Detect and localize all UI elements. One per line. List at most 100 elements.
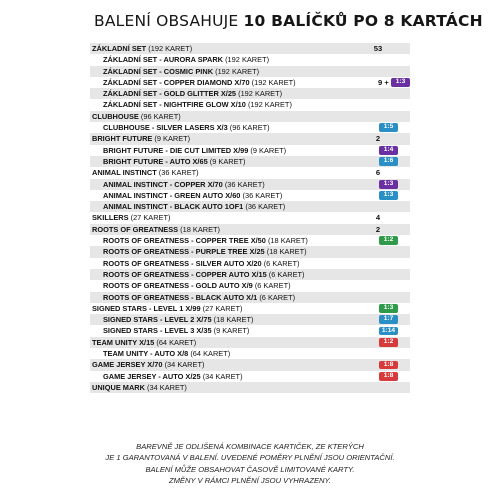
table-row: ROOTS OF GREATNESS (18 KARET) 2 [90, 223, 410, 236]
row-label: TEAM UNITY - AUTO X/8 (64 KARET) [103, 348, 230, 359]
row-label: ZÁKLADNÍ SET - AURORA SPARK (192 KARET) [103, 54, 269, 65]
row-label: SKILLERS (27 KARET) [92, 212, 170, 223]
table-row: ANIMAL INSTINCT - GREEN AUTO X/60 (36 KA… [90, 190, 410, 201]
table-row: CLUBHOUSE (96 KARET) [90, 110, 410, 123]
row-name: ROOTS OF GREATNESS - COPPER TREE X/50 [103, 236, 266, 246]
table-row: GAME JERSEY - AUTO X/25 (34 KARET) 1:8 [90, 371, 410, 382]
row-quantity: 6 [375, 168, 381, 178]
row-name: ZÁKLADNÍ SET - COPPER DIAMOND X/70 [103, 77, 250, 87]
row-count: (96 KARET) [229, 123, 270, 133]
ratio-badge: 1:3 [379, 191, 398, 200]
table-row: BRIGHT FUTURE - DIE CUT LIMITED X/99 (9 … [90, 145, 410, 156]
row-count: (27 KARET) [202, 303, 243, 313]
row-count: (6 KARET) [268, 269, 305, 279]
row-name: ROOTS OF GREATNESS - COPPER AUTO X/15 [103, 269, 267, 279]
row-label: ROOTS OF GREATNESS - COPPER AUTO X/15 (6… [103, 269, 305, 280]
row-count: (192 KARET) [238, 89, 283, 99]
row-label: UNIQUE MARK (34 KARET) [92, 382, 187, 393]
table-row: SIGNED STARS - LEVEL 2 X/75 (18 KARET) 1:… [90, 314, 410, 326]
row-label: BRIGHT FUTURE - AUTO X/65 (9 KARET) [103, 156, 246, 167]
row-count: (64 KARET) [190, 349, 231, 359]
row-quantity: 4 [375, 213, 381, 223]
row-name: CLUBHOUSE - SILVER LASERS X/3 [103, 123, 228, 133]
row-label: ROOTS OF GREATNESS - GOLD AUTO X/9 (6 KA… [103, 280, 291, 291]
row-label: ROOTS OF GREATNESS - PURPLE TREE X/25 (1… [103, 246, 307, 257]
ratio-badge: 1:8 [379, 360, 398, 370]
row-label: ZÁKLADNÍ SET - GOLD GLITTER X/25 (192 KA… [103, 88, 282, 99]
row-name: ROOTS OF GREATNESS - GOLD AUTO X/9 [103, 281, 253, 291]
row-label: CLUBHOUSE (96 KARET) [92, 111, 181, 122]
ratio-badge: 1:5 [379, 123, 398, 133]
row-name: TEAM UNITY - AUTO X/8 [103, 349, 189, 359]
row-name: ANIMAL INSTINCT - BLACK AUTO 1OF1 [103, 202, 244, 212]
row-name: GAME JERSEY X/70 [92, 360, 163, 370]
ratio-badge: 1:4 [379, 145, 398, 155]
row-label: SIGNED STARS - LEVEL 2 X/75 (18 KARET) [103, 314, 253, 325]
row-count: (18 KARET) [213, 315, 254, 325]
row-name: ROOTS OF GREATNESS - SILVER AUTO X/20 [103, 258, 262, 268]
table-row: CLUBHOUSE - SILVER LASERS X/3 (96 KARET)… [90, 122, 410, 133]
footer-line: JE 1 GARANTOVANÁ V BALENÍ. UVEDENÉ POMĚR… [105, 453, 395, 463]
ratio-badge: 1:2 [379, 338, 398, 347]
row-label: ANIMAL INSTINCT (36 KARET) [92, 167, 199, 178]
table-row: SIGNED STARS - LEVEL 3 X/35 (9 KARET) 1:1… [90, 325, 410, 336]
row-label: ZÁKLADNÍ SET - COSMIC PINK (192 KARET) [103, 66, 259, 77]
row-label: ANIMAL INSTINCT - BLACK AUTO 1OF1 (36 KA… [103, 201, 285, 212]
row-count: (34 KARET) [202, 371, 243, 381]
table-row: ANIMAL INSTINCT - COPPER X/70 (36 KARET)… [90, 178, 410, 190]
row-label: ROOTS OF GREATNESS (18 KARET) [92, 224, 220, 235]
row-extra-quantity: 9 + [378, 77, 389, 87]
row-label: ZÁKLADNÍ SET - NIGHTFIRE GLOW X/10 (192 … [103, 99, 292, 110]
row-name: ZÁKLADNÍ SET - COSMIC PINK [103, 66, 214, 76]
row-label: ROOTS OF GREATNESS - SILVER AUTO X/20 (6… [103, 258, 299, 269]
row-label: ANIMAL INSTINCT - GREEN AUTO X/60 (36 KA… [103, 190, 282, 201]
row-count: (192 KARET) [251, 77, 296, 87]
table-row: BRIGHT FUTURE - AUTO X/65 (9 KARET) 1:6 [90, 155, 410, 168]
row-label: ROOTS OF GREATNESS - BLACK AUTO X/1 (6 K… [103, 292, 295, 303]
table-row: ZÁKLADNÍ SET - NIGHTFIRE GLOW X/10 (192 … [90, 99, 410, 110]
row-count: (9 KARET) [250, 145, 287, 155]
checklist-table: ZÁKLADNÍ SET (192 KARET) 53 ZÁKLADNÍ SET -… [90, 43, 410, 394]
row-count: (192 KARET) [247, 100, 292, 110]
row-name: TEAM UNITY X/15 [92, 337, 155, 347]
table-row: TEAM UNITY - AUTO X/8 (64 KARET) [90, 348, 410, 359]
table-row: ZÁKLADNÍ SET (192 KARET) 53 [90, 43, 410, 55]
row-label: SIGNED STARS - LEVEL 1 X/99 (27 KARET) [92, 303, 242, 314]
row-label: ANIMAL INSTINCT - COPPER X/70 (36 KARET) [103, 179, 265, 190]
row-name: ZÁKLADNÍ SET - AURORA SPARK [103, 55, 224, 65]
row-label: BRIGHT FUTURE (9 KARET) [92, 133, 190, 144]
row-name: ZÁKLADNÍ SET - GOLD GLITTER X/25 [103, 89, 237, 99]
row-name: SIGNED STARS - LEVEL 3 X/35 [103, 326, 212, 336]
title-bold: 10 BALÍČKŮ PO 8 KARTÁCH [243, 12, 483, 30]
row-name: SIGNED STARS - LEVEL 2 X/75 [103, 315, 212, 325]
row-count: (18 KARET) [267, 236, 308, 246]
row-name: BRIGHT FUTURE - AUTO X/65 [103, 156, 208, 166]
row-count: (34 KARET) [147, 382, 187, 392]
table-row: ANIMAL INSTINCT (36 KARET) 6 [90, 167, 410, 178]
row-count: (34 KARET) [164, 360, 205, 370]
row-name: UNIQUE MARK [92, 382, 145, 392]
footer-note: BAREVNĚ JE ODLIŠENÁ KOMBINACE KARTIČEK, … [80, 441, 420, 486]
row-label: GAME JERSEY - AUTO X/25 (34 KARET) [103, 371, 243, 382]
row-label: ZÁKLADNÍ SET (192 KARET) [92, 43, 192, 54]
ratio-badge: 1:3 [391, 78, 410, 87]
footer-line: BALENÍ MŮŽE OBSAHOVAT ČASOVĚ LIMITOVANÉ … [145, 464, 355, 474]
row-name: ROOTS OF GREATNESS - BLACK AUTO X/1 [103, 292, 258, 302]
row-count: (64 KARET) [156, 337, 197, 347]
table-row: ROOTS OF GREATNESS - PURPLE TREE X/25 (1… [90, 246, 410, 258]
row-label: ROOTS OF GREATNESS - COPPER TREE X/50 (1… [103, 235, 308, 246]
row-label: GAME JERSEY X/70 (34 KARET) [92, 359, 204, 370]
ratio-badge: 1:8 [379, 371, 398, 381]
ratio-badge: 1:3 [379, 179, 398, 189]
table-row: BRIGHT FUTURE (9 KARET) 2 [90, 133, 410, 145]
table-row: ANIMAL INSTINCT - BLACK AUTO 1OF1 (36 KA… [90, 201, 410, 213]
row-name: ZÁKLADNÍ SET - NIGHTFIRE GLOW X/10 [103, 100, 246, 110]
row-name: ANIMAL INSTINCT [92, 168, 157, 178]
footer-line: BAREVNĚ JE ODLIŠENÁ KOMBINACE KARTIČEK, … [136, 442, 364, 451]
ratio-badge: 1:6 [379, 157, 398, 166]
ratio-badge: 1:3 [379, 304, 398, 313]
row-label: TEAM UNITY X/15 (64 KARET) [92, 337, 196, 348]
row-count: (36 KARET) [158, 168, 199, 178]
row-count: (18 KARET) [180, 224, 220, 234]
table-row: SIGNED STARS - LEVEL 1 X/99 (27 KARET) 1:… [90, 303, 410, 314]
